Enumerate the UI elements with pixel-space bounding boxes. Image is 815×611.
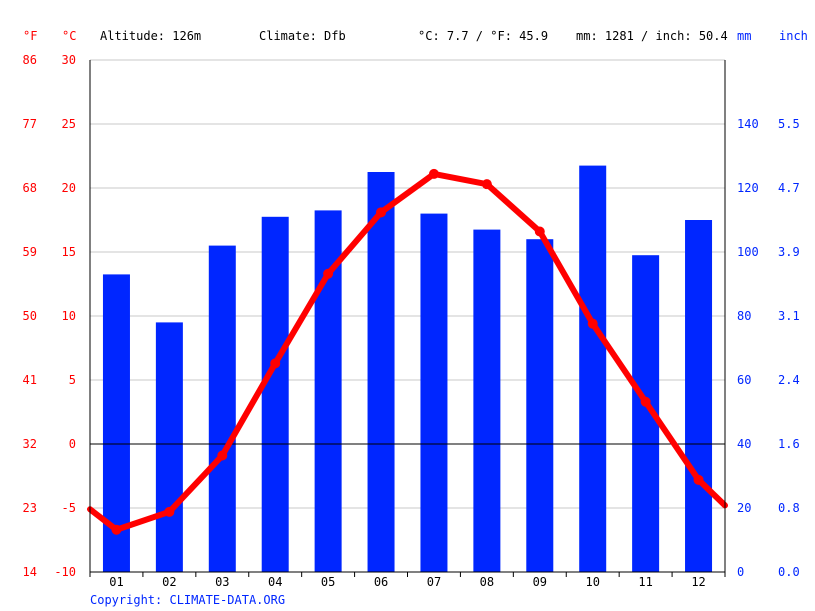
temperature-point: [111, 524, 122, 535]
inch-tick-label: 1.6: [778, 437, 800, 451]
gridlines: [90, 59, 725, 573]
precipitation-bar: [579, 165, 607, 572]
month-label: 12: [691, 575, 705, 589]
month-label: 09: [533, 575, 547, 589]
fahrenheit-tick-label: 32: [23, 437, 37, 451]
celsius-tick-label: 0: [69, 437, 76, 451]
precipitation-bar: [526, 239, 554, 572]
celsius-tick-label: -5: [62, 501, 76, 515]
temperature-point: [587, 318, 598, 329]
temperature-point: [376, 207, 387, 218]
temperature-line: [87, 168, 728, 535]
fahrenheit-tick-label: 86: [23, 53, 37, 67]
inch-tick-label: 0.0: [778, 565, 800, 579]
month-label: 11: [638, 575, 652, 589]
altitude-label: Altitude: 126m: [100, 29, 201, 43]
month-label: 01: [109, 575, 123, 589]
temperature-summary: °C: 7.7 / °F: 45.9: [418, 29, 548, 43]
inch-tick-label: 3.1: [778, 309, 800, 323]
precipitation-bar: [420, 213, 448, 572]
mm-tick-label: 120: [737, 181, 759, 195]
temperature-point: [481, 179, 492, 190]
mm-unit-label: mm: [737, 29, 751, 43]
celsius-tick-label: 15: [62, 245, 76, 259]
month-label: 03: [215, 575, 229, 589]
fahrenheit-tick-label: 14: [23, 565, 37, 579]
mm-tick-label: 100: [737, 245, 759, 259]
month-label: 10: [585, 575, 599, 589]
inch-tick-label: 4.7: [778, 181, 800, 195]
precipitation-bar: [155, 322, 183, 572]
inch-tick-label: 3.9: [778, 245, 800, 259]
mm-tick-label: 0: [737, 565, 744, 579]
fahrenheit-tick-label: 50: [23, 309, 37, 323]
mm-tick-label: 60: [737, 373, 751, 387]
inch-tick-label: 5.5: [778, 117, 800, 131]
temperature-point: [217, 450, 228, 461]
celsius-tick-label: 5: [69, 373, 76, 387]
mm-tick-label: 40: [737, 437, 751, 451]
temperature-point: [270, 358, 281, 369]
precipitation-bars: [102, 165, 713, 573]
precipitation-bar: [367, 172, 395, 572]
fahrenheit-tick-label: 23: [23, 501, 37, 515]
mm-tick-label: 140: [737, 117, 759, 131]
month-label: 04: [268, 575, 282, 589]
mm-tick-label: 80: [737, 309, 751, 323]
fahrenheit-tick-label: 77: [23, 117, 37, 131]
month-label: 02: [162, 575, 176, 589]
month-label: 05: [321, 575, 335, 589]
tick-labels: 14 -10 23 -5 32 0 41 5 50 10 59 15 68 20 77 25 86 30 0 0.0 2…: [23, 53, 800, 589]
fahrenheit-unit-label: °F: [23, 29, 37, 43]
precipitation-bar: [685, 220, 713, 572]
fahrenheit-tick-label: 68: [23, 181, 37, 195]
celsius-tick-label: 10: [62, 309, 76, 323]
inch-tick-label: 0.8: [778, 501, 800, 515]
climate-label: Climate: Dfb: [259, 29, 346, 43]
precipitation-summary: mm: 1281 / inch: 50.4: [576, 29, 728, 43]
month-label: 06: [374, 575, 388, 589]
copyright-label: Copyright: CLIMATE-DATA.ORG: [90, 593, 285, 607]
temperature-point: [534, 226, 545, 237]
precipitation-bar: [261, 216, 289, 573]
mm-tick-label: 20: [737, 501, 751, 515]
month-label: 08: [480, 575, 494, 589]
precipitation-bar: [473, 229, 501, 572]
temperature-line-path: [87, 170, 728, 533]
celsius-tick-label: 25: [62, 117, 76, 131]
header: °F °C Altitude: 126m Climate: Dfb °C: 7.…: [23, 29, 808, 43]
temperature-point: [640, 396, 651, 407]
celsius-tick-label: 30: [62, 53, 76, 67]
fahrenheit-tick-label: 59: [23, 245, 37, 259]
fahrenheit-tick-label: 41: [23, 373, 37, 387]
celsius-tick-label: -10: [54, 565, 76, 579]
temperature-point: [323, 268, 334, 279]
month-label: 07: [427, 575, 441, 589]
celsius-tick-label: 20: [62, 181, 76, 195]
precipitation-bar: [208, 245, 236, 572]
temperature-point: [693, 474, 704, 485]
inch-unit-label: inch: [779, 29, 808, 43]
temperature-point: [428, 168, 439, 179]
celsius-unit-label: °C: [62, 29, 76, 43]
temperature-point: [164, 506, 175, 517]
axes: [89, 60, 726, 577]
inch-tick-label: 2.4: [778, 373, 800, 387]
